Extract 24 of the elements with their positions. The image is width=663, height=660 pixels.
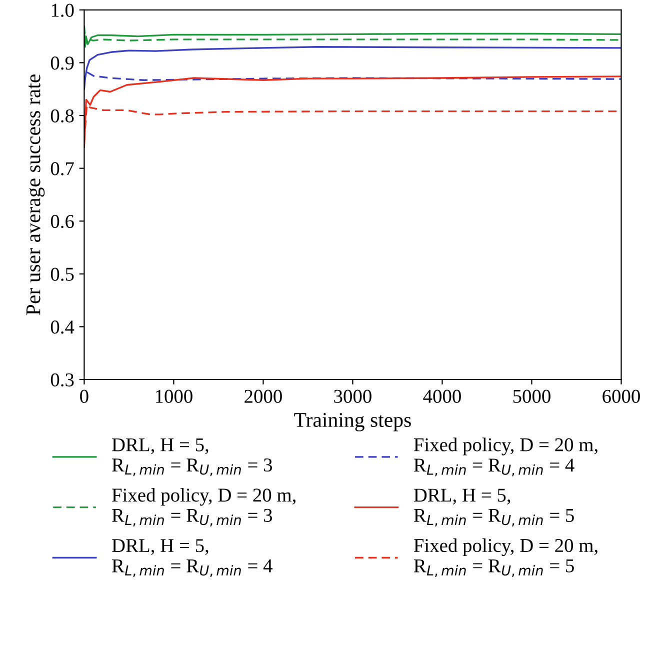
x-tick-label: 4000	[423, 390, 461, 403]
x-tick-label: 3000	[334, 390, 372, 403]
x-tick-label: 5000	[513, 390, 550, 403]
legend-label: Fixed policy, D = 20 m, R$_{L,min}$ = R$_{U,min}$ = 4	[414, 438, 598, 476]
legend-label: DRL, H = 5, R$_{L,min}$ = R$_{U,min}$ = 4	[112, 539, 272, 578]
x-axis-title: Training steps	[294, 413, 411, 432]
x-tick-label: 1000	[156, 390, 192, 403]
x-tick-label: 6000	[602, 390, 640, 403]
y-tick-label: 0.6	[50, 214, 74, 228]
x-tick-label: 2000	[244, 390, 282, 403]
y-axis-title: Per user average success rate	[26, 74, 45, 315]
y-tick-label: 0.7	[50, 162, 74, 176]
y-tick-label: 0.8	[50, 109, 74, 123]
line-series	[84, 30, 622, 48]
y-tick-label: 0.9	[50, 56, 74, 70]
legend-label: DRL, H = 5, R$_{L,min}$ = R$_{U,min}$ = 5	[414, 488, 574, 527]
x-tick-label: 0	[80, 390, 88, 403]
legend-label: DRL, H = 5, R$_{L,min}$ = R$_{U,min}$ = 3	[112, 438, 272, 476]
legend-label: Fixed policy, D = 20 m, R$_{L,min}$ = R$_{U,min}$ = 3	[112, 488, 296, 527]
y-tick-label: 0.5	[50, 268, 74, 281]
legend-label: Fixed policy, D = 20 m, R$_{L,min}$ = R$_{U,min}$ = 5	[414, 538, 598, 577]
y-tick-label: 0.3	[50, 373, 74, 387]
y-tick-label: 0.4	[50, 320, 74, 334]
y-tick-label: 1.0	[52, 4, 74, 17]
